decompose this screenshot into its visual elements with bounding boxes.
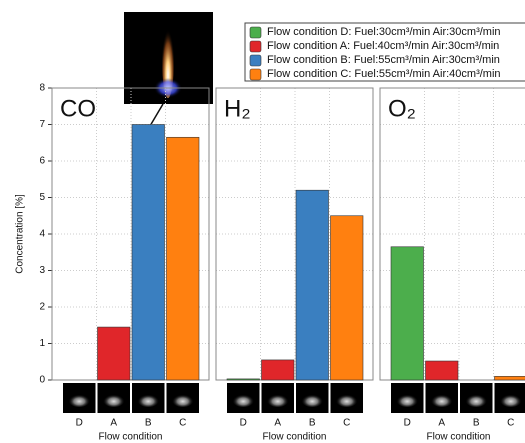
x-tick-label: A bbox=[438, 418, 445, 429]
y-tick-label: 3 bbox=[39, 265, 45, 276]
flame-glow bbox=[68, 393, 90, 407]
panel-title: H₂ bbox=[224, 95, 251, 122]
x-tick-label: D bbox=[240, 418, 247, 429]
x-tick-label: D bbox=[404, 418, 411, 429]
x-tick-label: A bbox=[110, 418, 117, 429]
legend-swatch bbox=[250, 55, 261, 66]
y-tick-label: 2 bbox=[39, 302, 45, 313]
y-tick-label: 7 bbox=[39, 119, 45, 130]
flame-glow bbox=[301, 393, 323, 407]
bar bbox=[391, 247, 424, 380]
legend-label: Flow condition D: Fuel:30cm³/min Air:30c… bbox=[267, 26, 501, 38]
y-tick-label: 1 bbox=[39, 338, 45, 349]
panel-title: CO bbox=[60, 95, 96, 122]
x-tick-label: C bbox=[343, 418, 350, 429]
x-tick-label: B bbox=[473, 418, 480, 429]
flame-glow bbox=[232, 393, 254, 407]
legend-label: Flow condition B: Fuel:55cm³/min Air:30c… bbox=[267, 54, 500, 66]
flame-glow bbox=[172, 393, 194, 407]
flame-inset bbox=[124, 12, 213, 126]
x-axis-label: Flow condition bbox=[263, 432, 327, 443]
x-axis-label: Flow condition bbox=[427, 432, 491, 443]
flame-glow bbox=[500, 393, 522, 407]
bar bbox=[296, 190, 329, 380]
bar bbox=[331, 216, 364, 380]
y-tick-label: 0 bbox=[39, 375, 45, 386]
bar bbox=[262, 360, 295, 380]
x-tick-label: C bbox=[507, 418, 514, 429]
x-tick-label: C bbox=[179, 418, 186, 429]
bar bbox=[98, 327, 131, 380]
chart: Concentration [%] 0 1 2 3 4 5 6 7 8 D A B C Flow cond… bbox=[0, 0, 525, 443]
y-tick-label: 6 bbox=[39, 156, 45, 167]
legend-swatch bbox=[250, 27, 261, 38]
panel-title: O₂ bbox=[388, 95, 416, 122]
y-tick-label: 4 bbox=[39, 229, 45, 240]
bar bbox=[167, 137, 200, 380]
legend: Flow condition D: Fuel:30cm³/min Air:30c… bbox=[245, 23, 525, 81]
x-axis-label: Flow condition bbox=[99, 432, 163, 443]
bar bbox=[426, 361, 459, 380]
legend-label: Flow condition A: Fuel:40cm³/min Air:30c… bbox=[267, 40, 499, 52]
flame-glow bbox=[137, 393, 159, 407]
y-axis-label: Concentration [%] bbox=[15, 194, 26, 274]
y-tick-label: 5 bbox=[39, 192, 45, 203]
bar bbox=[227, 379, 260, 380]
flame-glow bbox=[431, 393, 453, 407]
legend-swatch bbox=[250, 41, 261, 52]
bar bbox=[132, 125, 165, 381]
flame-glow bbox=[465, 393, 487, 407]
flame-glow bbox=[103, 393, 125, 407]
legend-swatch bbox=[250, 69, 261, 80]
y-tick-label: 8 bbox=[39, 83, 45, 94]
bar bbox=[495, 376, 525, 380]
flame-glow bbox=[336, 393, 358, 407]
x-tick-label: B bbox=[145, 418, 152, 429]
flame-glow bbox=[267, 393, 289, 407]
x-tick-label: D bbox=[76, 418, 83, 429]
flame-glow bbox=[396, 393, 418, 407]
legend-label: Flow condition C: Fuel:55cm³/min Air:40c… bbox=[267, 68, 501, 80]
x-tick-label: B bbox=[309, 418, 316, 429]
x-tick-label: A bbox=[274, 418, 281, 429]
